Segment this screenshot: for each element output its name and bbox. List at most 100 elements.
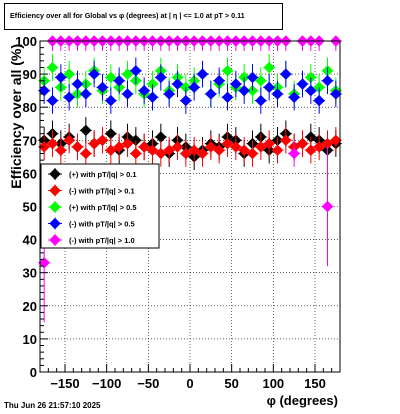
axes: −150 −100 −50 0 50 100 150 0 10 20 30 40 50 60 70 80 90 1…: [15, 34, 341, 391]
data-marks: [38, 35, 342, 323]
y-tick-label: 90: [23, 67, 37, 82]
y-tick-label: 100: [15, 34, 37, 49]
legend-entry: (+) with pT/|q| > 0.5: [48, 201, 137, 213]
legend-label: (+) with pT/|q| > 0.1: [69, 170, 137, 179]
data-point: [280, 68, 292, 80]
data-point: [263, 61, 275, 74]
data-point: [188, 81, 200, 94]
y-tick-label: 50: [23, 200, 37, 215]
data-point: [138, 84, 150, 97]
data-point: [146, 91, 159, 103]
data-point: [180, 94, 192, 107]
legend-box: [40, 163, 160, 249]
legend-label: (-) with pT/|q| > 0.1: [69, 187, 135, 196]
data-point: [255, 75, 267, 87]
x-tick-label: −100: [92, 376, 121, 391]
data-point: [330, 134, 342, 147]
y-tick-label: 10: [23, 332, 37, 347]
data-point: [113, 141, 125, 153]
y-tick-label: 0: [30, 365, 37, 380]
timestamp: Thu Jun 26 21:57:10 2025: [4, 401, 101, 410]
y-axis-label: Efficiency over all (%): [8, 44, 24, 189]
data-point: [196, 68, 209, 80]
data-point: [130, 65, 142, 77]
x-tick-label: 150: [304, 376, 326, 391]
data-point: [163, 144, 175, 156]
data-point: [213, 144, 225, 156]
data-point: [321, 200, 334, 213]
data-point: [271, 88, 284, 100]
data-point: [96, 81, 109, 94]
data-point: [121, 137, 134, 150]
x-tick-label: 100: [262, 376, 284, 391]
data-point: [255, 94, 267, 107]
legend-marker: [49, 168, 61, 180]
legend-entry: (-) with pT/|q| > 0.1: [48, 184, 135, 197]
data-point: [105, 144, 117, 156]
data-point: [155, 147, 167, 160]
chart-title: Efficiency over all for Global vs φ (deg…: [10, 11, 245, 20]
legend-marker: [49, 184, 61, 197]
data-point: [113, 75, 125, 87]
data-point: [230, 78, 242, 90]
data-point: [46, 137, 59, 150]
series-4: [38, 57, 342, 114]
data-point: [46, 94, 59, 107]
data-point: [155, 71, 167, 84]
legend-label: (-) with pT/|q| > 1.0: [69, 236, 135, 245]
data-point: [38, 257, 50, 269]
data-point: [255, 141, 267, 153]
data-point: [80, 88, 92, 100]
data-point: [238, 144, 250, 156]
data-point: [205, 141, 217, 153]
x-tick-label: −50: [137, 376, 159, 391]
data-point: [321, 75, 334, 87]
data-point: [246, 147, 259, 160]
data-point: [271, 144, 284, 156]
data-point: [88, 137, 100, 150]
data-point: [71, 78, 84, 90]
data-point: [55, 144, 67, 156]
data-point: [171, 78, 184, 90]
data-point: [130, 147, 142, 160]
data-point: [105, 94, 117, 107]
data-point: [96, 134, 109, 147]
legend-entry: (-) with pT/|q| > 0.5: [48, 217, 135, 230]
data-point: [288, 147, 300, 160]
data-point: [171, 141, 184, 153]
data-point: [88, 68, 100, 80]
data-point: [138, 141, 150, 153]
x-tick-label: −150: [50, 376, 79, 391]
data-point: [246, 71, 259, 84]
data-point: [296, 137, 309, 150]
x-tick-label: 50: [224, 376, 238, 391]
data-point: [63, 68, 75, 80]
data-point: [205, 88, 217, 100]
legend-marker: [49, 201, 61, 213]
y-tick-label: 40: [23, 233, 37, 248]
data-point: [38, 141, 50, 153]
data-point: [180, 147, 192, 160]
legend: (+) with pT/|q| > 0.1 (-) with pT/|q| > 0…: [40, 163, 160, 249]
y-tick-label: 70: [23, 133, 37, 148]
data-point: [221, 91, 234, 103]
data-point: [313, 94, 325, 107]
data-point: [196, 147, 209, 160]
data-point: [213, 75, 225, 87]
data-point: [221, 65, 234, 77]
data-point: [163, 88, 175, 100]
data-point: [263, 81, 275, 94]
data-point: [146, 144, 159, 156]
data-point: [305, 144, 317, 156]
data-point: [305, 84, 317, 97]
data-point: [80, 147, 92, 160]
y-tick-label: 30: [23, 266, 37, 281]
legend-marker: [49, 234, 61, 246]
data-point: [230, 141, 242, 153]
y-tick-label: 20: [23, 299, 37, 314]
data-point: [238, 84, 250, 97]
data-point: [38, 84, 50, 97]
data-point: [71, 141, 84, 153]
data-point: [330, 88, 342, 100]
